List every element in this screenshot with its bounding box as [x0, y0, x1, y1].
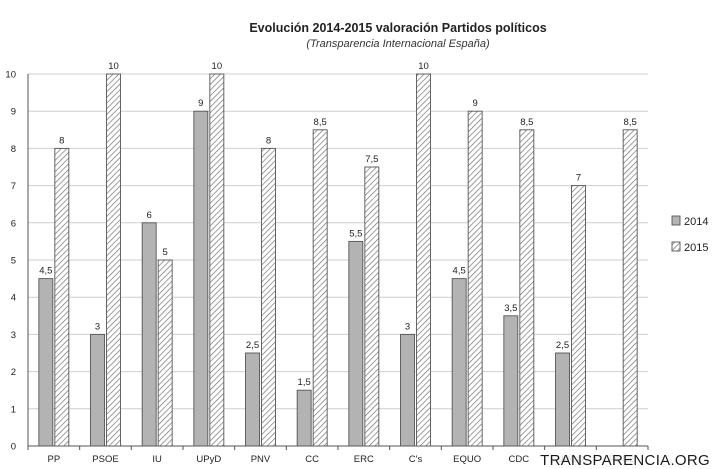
data-label: 1,5 [298, 377, 311, 388]
bar-2015 [54, 147, 70, 447]
y-tick-label: 6 [11, 218, 16, 229]
x-category-label: EQUO [453, 454, 481, 465]
bar-2015 [519, 129, 535, 447]
data-label: 10 [212, 61, 223, 72]
plot-area: 0 1 2 3 4 5 6 7 8 9 10 4,5 8 PP 3 10 PSOE 6 5 IU 9 10 UPyD 2,5 8… [5, 61, 649, 465]
x-category-label: PNV [251, 454, 271, 465]
y-tick-label: 0 [11, 442, 16, 453]
data-label: 7,5 [365, 154, 378, 165]
data-label: 3,5 [504, 303, 517, 314]
x-category-label: UPyD [196, 454, 221, 465]
chart-subtitle: (Transparencia Internacional España) [306, 38, 490, 50]
x-category-label: CC [305, 454, 319, 465]
bar-2015 [416, 73, 431, 447]
watermark-text: TRANSPARENCIA.ORG [538, 452, 712, 469]
y-tick-label: 9 [11, 107, 16, 118]
data-label: 8,5 [520, 117, 533, 128]
bar-2014 [193, 110, 209, 447]
bar-2014 [38, 278, 54, 447]
x-category-label: CDC [509, 454, 530, 465]
data-label: 5 [163, 247, 168, 258]
bar-2015 [312, 129, 328, 447]
bar-2015 [209, 73, 225, 447]
data-label: 3 [405, 321, 410, 332]
bar-2014 [348, 240, 364, 447]
data-label: 8 [266, 135, 271, 146]
legend-label-2014: 2014 [684, 216, 708, 228]
x-category-label: PSOE [92, 454, 118, 465]
bar-2015 [261, 147, 276, 447]
bar-2014 [451, 278, 467, 447]
bar-2015 [467, 110, 483, 447]
bar-2014 [503, 315, 519, 447]
x-category-label: ERC [354, 454, 374, 465]
data-label: 4,5 [453, 266, 466, 277]
data-label: 8,5 [624, 117, 637, 128]
y-tick-label: 5 [11, 256, 16, 267]
data-label: 10 [108, 61, 119, 72]
data-label: 3 [95, 321, 100, 332]
bar-2014 [90, 333, 105, 447]
legend-swatch-2014 [671, 215, 681, 226]
data-label: 4,5 [39, 266, 52, 277]
bar-2014 [400, 333, 415, 447]
data-label: 8,5 [314, 117, 327, 128]
data-label: 2,5 [246, 340, 259, 351]
data-label: 9 [473, 98, 478, 109]
data-label: 6 [147, 210, 152, 221]
data-label: 10 [418, 61, 429, 72]
bar-2015 [106, 73, 121, 447]
legend: 2014 2015 [671, 215, 708, 254]
x-category-label: PP [47, 454, 60, 465]
x-category-label: IU [152, 454, 162, 465]
bar-2014 [141, 222, 157, 447]
bar-2015 [157, 259, 173, 447]
data-label: 7 [576, 173, 581, 184]
bar-2014 [296, 389, 312, 447]
y-tick-label: 2 [11, 367, 16, 378]
y-tick-label: 7 [11, 181, 16, 192]
bar-2015 [622, 129, 638, 447]
legend-label-2015: 2015 [684, 242, 708, 254]
bar-2015 [364, 166, 380, 447]
bar-2014 [555, 352, 570, 447]
y-tick-label: 8 [11, 144, 16, 155]
y-tick-label: 1 [11, 404, 16, 415]
data-label: 2,5 [556, 340, 569, 351]
data-label: 5,5 [349, 228, 362, 239]
data-label: 9 [198, 98, 203, 109]
bar-2014 [245, 352, 260, 447]
y-tick-label: 10 [5, 70, 16, 81]
chart-title: Evolución 2014-2015 valoración Partidos … [249, 21, 547, 35]
legend-swatch-2015 [671, 241, 681, 252]
x-category-label: C's [409, 454, 423, 465]
y-tick-label: 3 [11, 330, 16, 341]
bar-2015 [571, 185, 586, 447]
y-tick-label: 4 [11, 293, 16, 304]
data-label: 8 [59, 135, 64, 146]
